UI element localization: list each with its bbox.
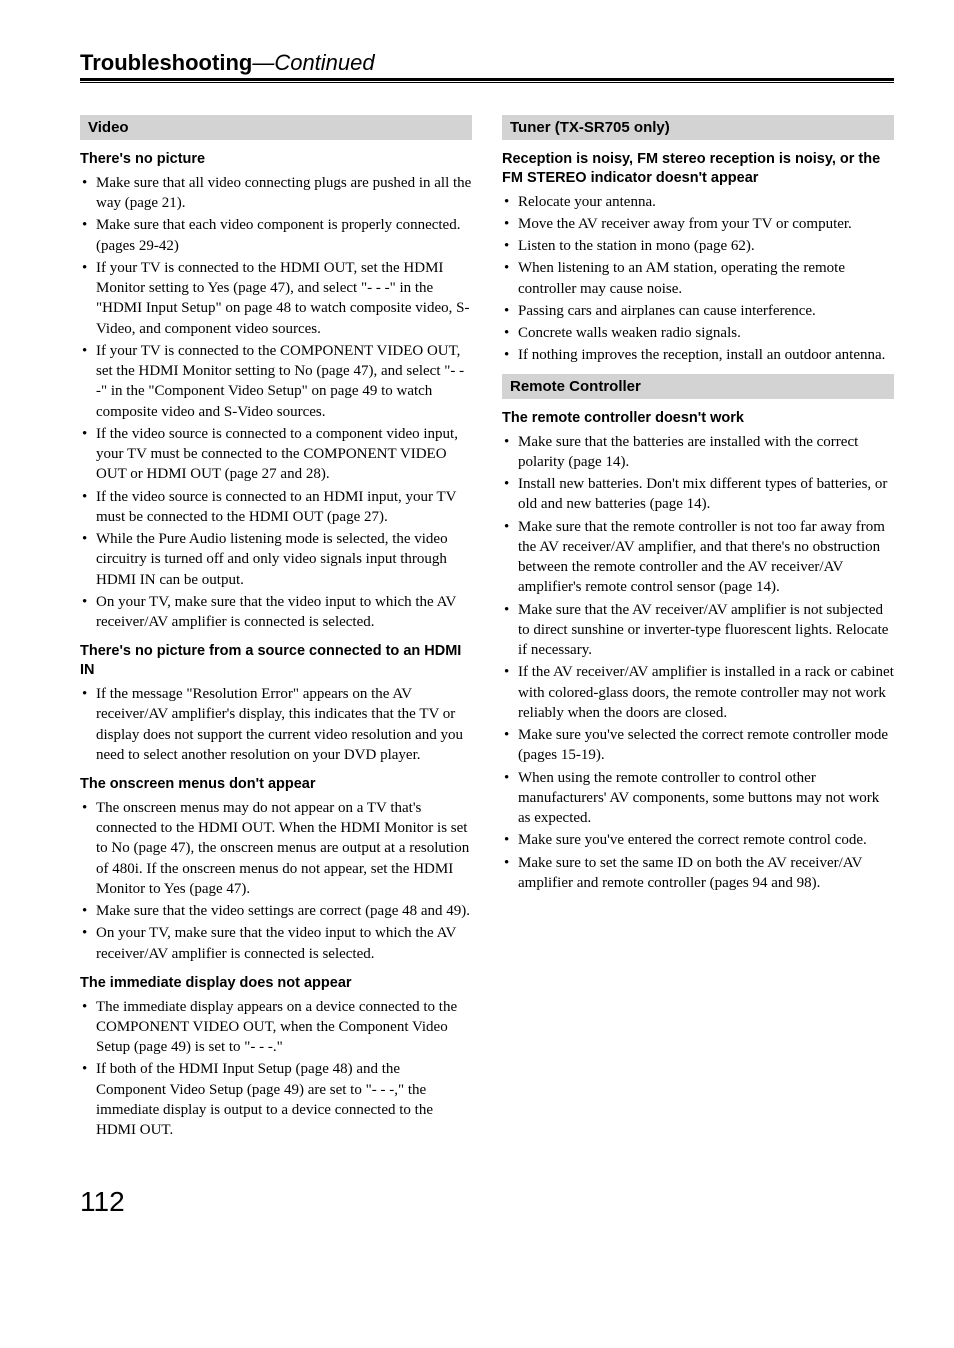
- list-item: If the message "Resolution Error" appear…: [96, 684, 472, 765]
- page-body: Troubleshooting—Continued Video There's …: [0, 0, 954, 1258]
- remote-topic: The remote controller doesn't work: [502, 409, 894, 428]
- reception-list: Relocate your antenna.Move the AV receiv…: [502, 192, 894, 366]
- page-title-main: Troubleshooting: [80, 50, 252, 75]
- onscreen-topic: The onscreen menus don't appear: [80, 775, 472, 794]
- title-rule-thin: [80, 82, 894, 83]
- list-item: The onscreen menus may do not appear on …: [96, 798, 472, 899]
- list-item: Make sure that the remote controller is …: [518, 517, 894, 598]
- video-section-header: Video: [80, 115, 472, 140]
- list-item: If the video source is connected to an H…: [96, 487, 472, 528]
- list-item: The immediate display appears on a devic…: [96, 997, 472, 1058]
- list-item: If nothing improves the reception, insta…: [518, 345, 894, 365]
- remote-list: Make sure that the batteries are install…: [502, 432, 894, 894]
- list-item: Make sure that each video component is p…: [96, 215, 472, 256]
- reception-topic: Reception is noisy, FM stereo reception …: [502, 150, 894, 188]
- tuner-section-header: Tuner (TX-SR705 only): [502, 115, 894, 140]
- list-item: Install new batteries. Don't mix differe…: [518, 474, 894, 515]
- hdmi-in-list: If the message "Resolution Error" appear…: [80, 684, 472, 765]
- immediate-topic: The immediate display does not appear: [80, 974, 472, 993]
- list-item: Make sure that the video settings are co…: [96, 901, 472, 921]
- list-item: Make sure that the batteries are install…: [518, 432, 894, 473]
- list-item: Relocate your antenna.: [518, 192, 894, 212]
- page-title-continued: —Continued: [252, 50, 374, 75]
- list-item: While the Pure Audio listening mode is s…: [96, 529, 472, 590]
- immediate-list: The immediate display appears on a devic…: [80, 997, 472, 1141]
- list-item: Make sure that the AV receiver/AV amplif…: [518, 600, 894, 661]
- list-item: If your TV is connected to the COMPONENT…: [96, 341, 472, 422]
- list-item: If the video source is connected to a co…: [96, 424, 472, 485]
- list-item: Passing cars and airplanes can cause int…: [518, 301, 894, 321]
- no-picture-topic: There's no picture: [80, 150, 472, 169]
- list-item: Make sure you've entered the correct rem…: [518, 830, 894, 850]
- left-column: Video There's no picture Make sure that …: [80, 107, 472, 1146]
- list-item: When listening to an AM station, operati…: [518, 258, 894, 299]
- page-title: Troubleshooting—Continued: [80, 50, 894, 76]
- list-item: On your TV, make sure that the video inp…: [96, 923, 472, 964]
- list-item: Make sure you've selected the correct re…: [518, 725, 894, 766]
- content-columns: Video There's no picture Make sure that …: [80, 107, 894, 1146]
- list-item: Concrete walls weaken radio signals.: [518, 323, 894, 343]
- page-number: 112: [80, 1186, 894, 1218]
- list-item: If both of the HDMI Input Setup (page 48…: [96, 1059, 472, 1140]
- list-item: If your TV is connected to the HDMI OUT,…: [96, 258, 472, 339]
- list-item: On your TV, make sure that the video inp…: [96, 592, 472, 633]
- list-item: When using the remote controller to cont…: [518, 768, 894, 829]
- list-item: Listen to the station in mono (page 62).: [518, 236, 894, 256]
- onscreen-list: The onscreen menus may do not appear on …: [80, 798, 472, 964]
- list-item: If the AV receiver/AV amplifier is insta…: [518, 662, 894, 723]
- right-column: Tuner (TX-SR705 only) Reception is noisy…: [502, 107, 894, 1146]
- list-item: Move the AV receiver away from your TV o…: [518, 214, 894, 234]
- remote-section-header: Remote Controller: [502, 374, 894, 399]
- hdmi-in-topic: There's no picture from a source connect…: [80, 642, 472, 680]
- list-item: Make sure that all video connecting plug…: [96, 173, 472, 214]
- list-item: Make sure to set the same ID on both the…: [518, 853, 894, 894]
- title-rule-thick: [80, 78, 894, 81]
- no-picture-list: Make sure that all video connecting plug…: [80, 173, 472, 633]
